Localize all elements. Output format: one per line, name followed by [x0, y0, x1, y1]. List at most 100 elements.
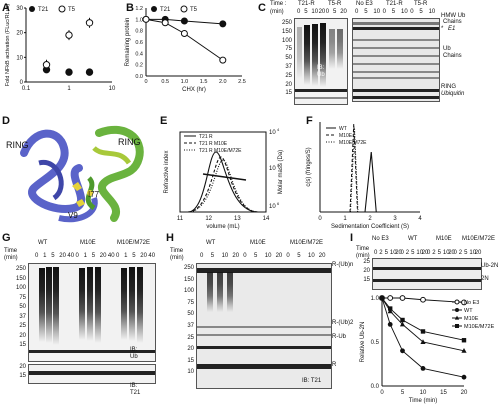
- i-ytick-0.5: 0.5: [371, 340, 380, 346]
- i-point-M10E/M72E-0: [379, 295, 385, 301]
- b-legend-marker-t21: [151, 6, 157, 12]
- i-legend-marker-0: [454, 299, 460, 305]
- h-group-m10em72e: M10E/M72E: [290, 240, 324, 246]
- h-time-9: 5: [297, 253, 301, 259]
- a-ylabel: Fold NFkB activation (FLuc/RLuc): [5, 4, 11, 87]
- a-point-T5-2: [85, 19, 94, 27]
- b-xtick-1.5: 1.5: [200, 79, 208, 85]
- h-blot: [196, 263, 332, 389]
- g-time-6: 1: [83, 253, 87, 259]
- g-mw-150: 150: [15, 275, 26, 282]
- g-time-0: 0: [35, 253, 39, 259]
- c-mw-37: 37: [285, 64, 292, 70]
- c-ib-ub: Ub: [317, 72, 325, 78]
- c-ib: IB:: [317, 65, 325, 71]
- e-y2tick-0: 10: [269, 130, 276, 136]
- c-blot-left: [294, 18, 348, 105]
- g-time-3: 20: [59, 253, 66, 259]
- i-blot: [372, 258, 482, 290]
- panel-b-chart: 0.0 0.2 0.4 0.6 0.8 1.0 1.2 0 0.5 1.0 1.5 2.0 2.5 CHX…: [125, 5, 246, 93]
- f-legend-0: WT: [339, 126, 347, 132]
- panel-f-chart: 0 1 2 3 4 Sedimentation Coefficient (S) c(s) (…: [306, 122, 422, 230]
- i-legend-marker-3: [455, 324, 459, 328]
- i-mw-25: 25: [363, 259, 370, 265]
- d-ring-left: RING: [6, 140, 29, 150]
- c-time-right-2: 10: [373, 9, 381, 15]
- b-legend-t5: T5: [190, 7, 198, 13]
- h-time-6: 10: [264, 253, 272, 259]
- f-xtick-1: 1: [343, 216, 347, 222]
- g-time-10: 0: [116, 253, 120, 259]
- h-time-3: 20: [232, 253, 240, 259]
- i-group-wt: WT: [408, 236, 418, 242]
- c-time-left-0: 0: [297, 9, 301, 15]
- c-time-right-4: 5: [391, 9, 396, 15]
- i-point-WT-2: [400, 348, 405, 354]
- h-annot-rubn: R-(Ub)n: [332, 262, 354, 268]
- c-time-unit: (min): [270, 9, 284, 15]
- c-time-left-6: 20: [340, 9, 347, 15]
- h-time-10: 10: [308, 253, 315, 259]
- i-xtick-0: 0: [380, 390, 384, 396]
- c-annot-chains: Chains: [443, 19, 462, 25]
- b-ytick-0.2: 0.2: [135, 63, 143, 69]
- e-y2tick-2: 10: [269, 204, 276, 210]
- a-point-T21-2: [85, 68, 94, 76]
- a-point-T5-0: [42, 61, 51, 69]
- panel-a-chart: 0 10 20 30 0.1 1 10 Fold NFkB activation (FLuc/…: [5, 4, 116, 92]
- b-xtick-2.5: 2.5: [238, 79, 246, 85]
- i-time-10: 0: [427, 250, 431, 256]
- h-unit: (min): [170, 255, 184, 261]
- i-time-2: 5: [384, 250, 388, 256]
- h-time-5: 5: [254, 253, 258, 259]
- g-mw-250: 250: [15, 266, 26, 272]
- i-time-5: 0: [400, 250, 404, 256]
- f-peak-m10em72e: [350, 127, 359, 213]
- g-time-13: 20: [140, 253, 147, 259]
- g-blot-ub: [28, 263, 156, 362]
- c-group-noe3: No E3: [356, 1, 373, 7]
- b-ytick-0.8: 0.8: [135, 29, 143, 35]
- c-time-left-5: 5: [333, 9, 337, 15]
- b-ytick-0.0: 0.0: [135, 74, 143, 80]
- c-time-right-7: 5: [419, 9, 423, 15]
- h-mw-75: 75: [187, 299, 194, 306]
- f-peak-wt: [364, 151, 377, 213]
- c-group-t21r-right: T21-R: [386, 1, 403, 7]
- c-annot-ring: RING: [441, 84, 456, 90]
- h-time: Time: [170, 248, 184, 254]
- i-time-19: 20: [474, 250, 482, 256]
- i-annot-2n: 2N: [481, 276, 489, 282]
- i-time-8: 10: [416, 250, 424, 256]
- panel-e-chart: 11 12 13 14 volume (mL) Refractive index Molar…: [164, 127, 284, 230]
- d-ring-right: RING: [118, 137, 141, 147]
- i-time-12: 5: [437, 250, 441, 256]
- panel-i-label: I: [350, 232, 354, 244]
- c-time-left-2: 10: [311, 9, 319, 15]
- c-group-t5r: T5-R: [328, 1, 342, 7]
- c-annot-hmw: HMW Ub: [441, 13, 466, 19]
- i-group-m10e: M10E: [436, 236, 452, 242]
- f-xtick-4: 4: [418, 216, 422, 222]
- i-time-16: 2: [458, 250, 463, 256]
- h-annot-ib: IB: T21: [302, 378, 322, 384]
- h-mw-150: 150: [183, 276, 194, 283]
- g-mw-37: 37: [19, 313, 26, 320]
- b-ytick-1.0: 1.0: [135, 17, 143, 23]
- b-ytick-0.6: 0.6: [135, 40, 143, 46]
- b-point-T5-2: [180, 30, 188, 37]
- f-xtick-3: 3: [393, 216, 397, 222]
- c-annot-e1: E1: [448, 26, 456, 32]
- i-legend-marker-2: [454, 315, 460, 320]
- g-time-9: 40: [107, 253, 115, 259]
- e-curve-1: [187, 156, 259, 213]
- h-time-4: 0: [243, 253, 247, 259]
- i-point-M10E/M72E-2: [400, 317, 405, 323]
- g-group-m10e: M10E: [80, 240, 96, 246]
- panel-g-label: G: [2, 232, 11, 244]
- h-time-1: 5: [210, 253, 215, 259]
- g-time-11: 1: [124, 253, 128, 259]
- g-mw-25: 25: [19, 323, 26, 329]
- b-xtick-2.0: 2.0: [219, 79, 227, 85]
- i-time-15: 0: [453, 250, 457, 256]
